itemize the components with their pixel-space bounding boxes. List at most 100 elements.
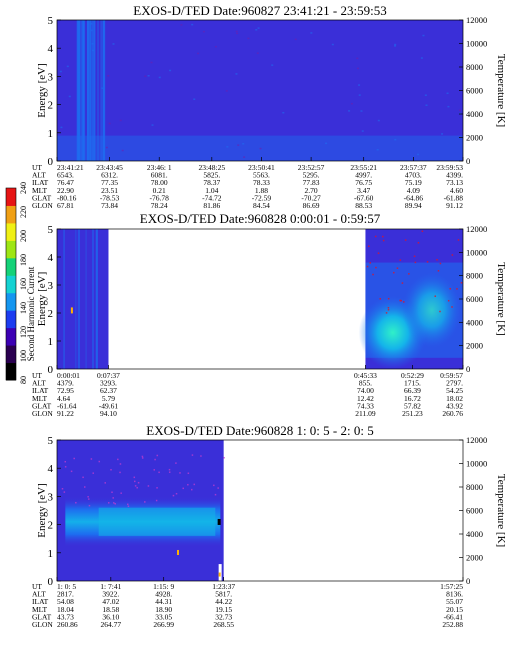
noise-pixel [119,119,122,122]
ephemeris-value: 4.09 [407,186,420,195]
ephemeris-value: -67.60 [354,193,374,202]
noise-pixel [150,61,153,64]
ephemeris-value: 67.81 [57,201,74,210]
y2-tick-label: 8000 [466,62,483,72]
noise-pixel [154,458,156,461]
ephemeris-value: 3293. [100,379,117,388]
noise-pixel [282,111,285,114]
ephemeris-value: 12.42 [357,394,374,403]
ephemeris-row-label: ALT [32,379,46,388]
noise-pixel [187,472,190,475]
y-axis-label: Energy [eV] [36,272,48,326]
y2-tick-label: 6000 [466,86,483,96]
noise-pixel [147,74,150,77]
noise-pixel [437,270,440,272]
ephemeris-value: 44.22 [215,597,232,606]
noise-pixel [179,472,181,474]
noise-pixel [182,487,185,490]
ephemeris-value: 268.55 [213,620,234,629]
ephemeris-value: 18.04 [57,605,74,614]
noise-pixel [134,485,137,487]
x-tick-label: 0:00:01 [57,371,80,380]
noise-pixel [120,492,122,494]
plot-area [56,228,464,370]
noise-pixel [168,471,171,473]
y2-tick-label: 8000 [466,482,483,492]
noise-pixel [235,30,238,33]
y-axis-label: Energy [eV] [36,63,48,117]
ephemeris-row-label: UT [32,371,42,380]
y-axis-label: Energy [eV] [36,483,48,537]
noise-pixel [447,299,450,302]
noise-pixel [375,266,377,269]
spectral-streak [85,229,87,369]
spectral-streak [92,229,94,369]
spectrogram-panel-3: EXOS-D/TED Date:960828 1: 0: 5 - 2: 0: 5… [32,423,505,629]
noise-pixel [382,239,385,242]
noise-pixel [256,52,259,54]
ephemeris-row-label: ALT [32,171,46,180]
noise-pixel [420,57,423,59]
y-tick-label: 2 [48,308,54,320]
noise-pixel [271,64,274,66]
noise-pixel [400,299,402,302]
noise-pixel [257,27,260,29]
x-tick-label: 23:50:41 [248,163,275,172]
ephemeris-value: 78.24 [151,201,168,210]
ephemeris-value: 0.21 [153,186,166,195]
ephemeris-value: 5817. [215,590,232,599]
noise-pixel [369,262,372,264]
noise-pixel [377,119,380,122]
noise-pixel [68,95,71,98]
noise-pixel [90,458,93,460]
noise-pixel [385,312,388,314]
noise-pixel [193,98,196,100]
ephemeris-value: 4703. [405,171,422,180]
ephemeris-value: 6081. [151,171,168,180]
ephemeris-value: 57.82 [404,401,421,410]
x-tick-label: 23:41:21 [57,163,84,172]
spectral-streak [92,20,95,161]
colorbar-swatch [6,345,16,364]
noise-pixel [114,503,116,505]
noise-pixel [394,43,397,46]
x-tick-label: 23:46: 1 [147,163,172,172]
noise-pixel [61,488,64,490]
ephemeris-value: 54.25 [446,386,463,395]
colorbar-tick-label: 100 [19,350,28,362]
noise-pixel [141,455,144,458]
ephemeris-value: -78.53 [100,193,120,202]
ephemeris-value: 76.47 [57,178,74,187]
x-tick-label: 1: 7:41 [100,582,121,591]
x-tick-label: 0:52:29 [401,371,424,380]
y-tick-label: 1 [48,128,54,140]
noise-pixel [121,149,124,152]
noise-pixel [457,239,460,241]
ephemeris-value: 2797. [446,379,463,388]
noise-pixel [90,29,93,32]
noise-pixel [393,271,395,274]
x-tick-label: 0:45:33 [354,371,377,380]
noise-pixel [377,252,380,254]
colorbar-swatch [6,362,16,381]
noise-pixel [191,23,194,26]
ephemeris-value: 36.10 [102,612,119,621]
ephemeris-value: 72.95 [57,386,74,395]
colorbar-swatch [6,327,16,346]
ephemeris-value: -49.61 [99,401,119,410]
noise-pixel [151,124,154,126]
ephemeris-value: 33.05 [155,612,172,621]
spectral-streak [97,20,99,161]
noise-pixel [190,488,193,491]
noise-pixel [350,102,353,105]
data-field [57,20,463,161]
ephemeris-value: 4928. [155,590,172,599]
ephemeris-value: 78.37 [203,178,220,187]
ephemeris-value: 91.12 [446,201,463,210]
ephemeris-value: 77.83 [303,178,320,187]
x-tick-label: 0:07:37 [97,371,120,380]
spectral-streak [82,20,86,161]
noise-pixel [331,43,334,46]
y-tick-label: 2 [48,100,54,112]
y2-tick-label: 2000 [466,341,483,351]
